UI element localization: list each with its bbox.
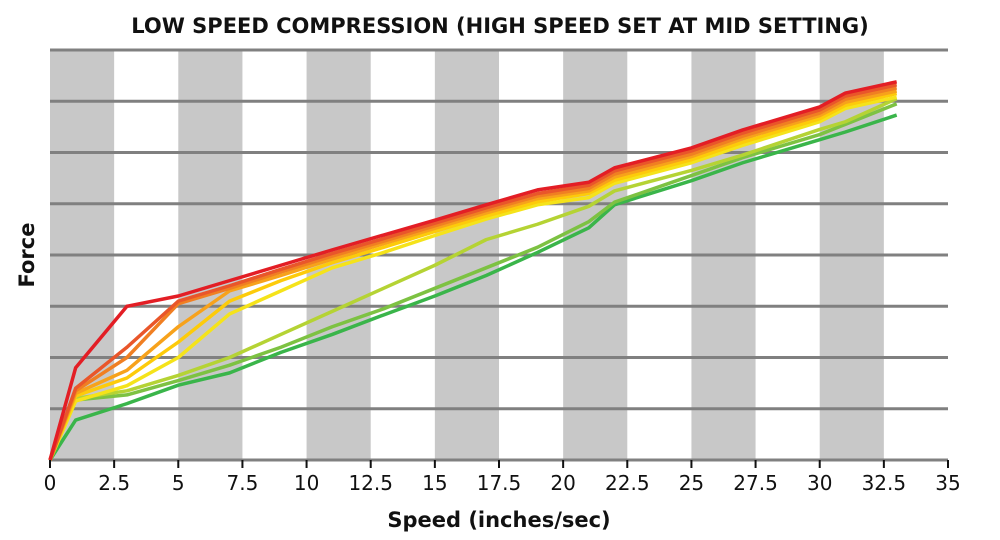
- series-line-4: [48, 95, 898, 461]
- x-ticks: 0 2.5 5 7.5 10 12.5 15 17.5 20 22.5 25 27.5 30 32.5 35: [44, 460, 961, 495]
- x-tick-label: 22.5: [605, 471, 650, 495]
- series-line-7: [48, 86, 898, 461]
- x-tick-label: 0: [44, 471, 57, 495]
- x-tick-label: 25: [679, 471, 704, 495]
- series-line-9: [48, 80, 898, 461]
- x-tick-label: 7.5: [227, 471, 259, 495]
- x-tick-label: 20: [550, 471, 575, 495]
- x-tick-label: 2.5: [98, 471, 130, 495]
- x-axis-label: Speed (inches/sec): [387, 508, 610, 532]
- series-line-2: [48, 102, 898, 461]
- x-tick-label: 12.5: [348, 471, 393, 495]
- series-line-1: [48, 113, 898, 461]
- y-axis-label: Force: [15, 223, 39, 288]
- series-lines: [48, 80, 898, 461]
- chart-title: LOW SPEED COMPRESSION (HIGH SPEED SET AT…: [131, 14, 869, 38]
- series-line-8: [48, 83, 898, 461]
- x-tick-label: 27.5: [733, 471, 778, 495]
- x-tick-label: 15: [422, 471, 447, 495]
- series-line-3: [48, 97, 898, 461]
- x-tick-label: 17.5: [477, 471, 522, 495]
- x-tick-label: 35: [935, 471, 960, 495]
- series-line-6: [48, 89, 898, 461]
- x-tick-label: 10: [294, 471, 319, 495]
- series-line-5: [48, 91, 898, 461]
- x-tick-label: 32.5: [862, 471, 907, 495]
- x-tick-label: 30: [807, 471, 832, 495]
- x-tick-label: 5: [172, 471, 185, 495]
